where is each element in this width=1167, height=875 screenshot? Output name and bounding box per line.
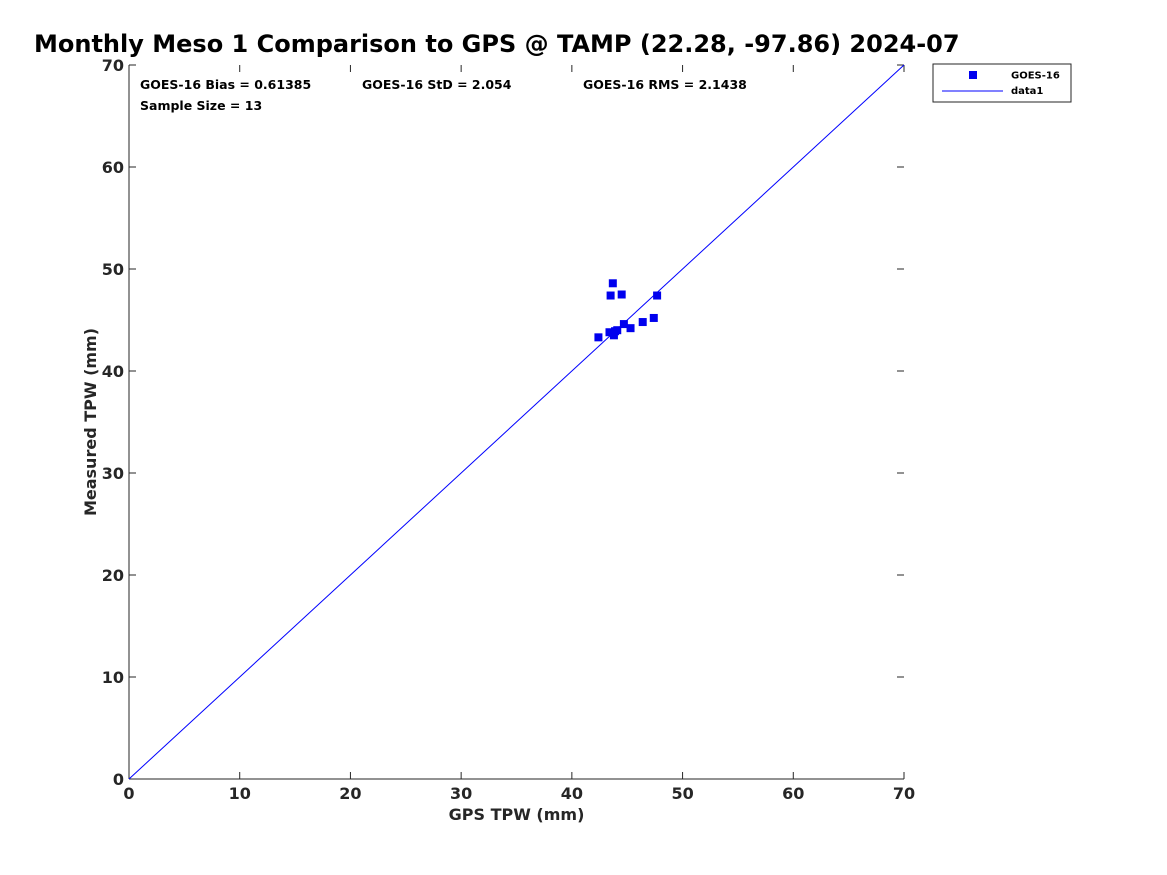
data-point	[638, 318, 647, 327]
data-point	[617, 290, 626, 299]
series-line	[128, 64, 905, 780]
x-tick-label: 10	[229, 784, 251, 803]
data-point	[605, 328, 614, 337]
y-tick-label: 20	[102, 566, 124, 585]
data-point	[619, 320, 628, 329]
legend-label-data1: data1	[1011, 86, 1043, 97]
data-point	[649, 313, 658, 322]
x-ticks: 0 10 20 30 40 50 60 70	[123, 65, 915, 803]
bias-annotation: GOES-16 Bias = 0.61385	[140, 77, 311, 92]
legend: GOES-16 data1	[932, 63, 1072, 103]
y-tick-label: 10	[102, 668, 124, 687]
y-tick-label: 30	[102, 464, 124, 483]
legend-label-goes16: GOES-16	[1011, 71, 1060, 82]
y-axis-label: Measured TPW (mm)	[81, 328, 100, 516]
chart-title: Monthly Meso 1 Comparison to GPS @ TAMP …	[34, 30, 960, 58]
series-points	[594, 279, 662, 342]
legend-marker-goes16	[969, 71, 977, 79]
y-ticks: 0 10 20 30 40 50 60 70	[102, 56, 904, 789]
data-point	[594, 333, 603, 342]
data-point	[611, 327, 620, 336]
y-tick-label: 50	[102, 260, 124, 279]
std-annotation: GOES-16 StD = 2.054	[362, 77, 512, 92]
data-point	[653, 291, 662, 300]
x-tick-label: 60	[782, 784, 804, 803]
y-tick-label: 70	[102, 56, 124, 75]
x-tick-label: 50	[671, 784, 693, 803]
x-tick-label: 70	[893, 784, 915, 803]
series-line-data1	[128, 64, 905, 780]
sample-size-annotation: Sample Size = 13	[140, 98, 262, 113]
y-tick-label: 40	[102, 362, 124, 381]
x-tick-label: 40	[561, 784, 583, 803]
y-tick-label: 60	[102, 158, 124, 177]
y-tick-label: 0	[113, 770, 124, 789]
data-point	[606, 291, 615, 300]
plot-area	[128, 65, 904, 780]
data-point	[626, 324, 635, 333]
data-point	[609, 331, 618, 340]
rms-annotation: GOES-16 RMS = 2.1438	[583, 77, 747, 92]
data-point	[608, 279, 617, 288]
x-tick-label: 20	[339, 784, 361, 803]
x-tick-label: 30	[450, 784, 472, 803]
x-tick-label: 0	[123, 784, 134, 803]
x-axis-label: GPS TPW (mm)	[449, 805, 585, 824]
legend-box	[932, 63, 1072, 103]
